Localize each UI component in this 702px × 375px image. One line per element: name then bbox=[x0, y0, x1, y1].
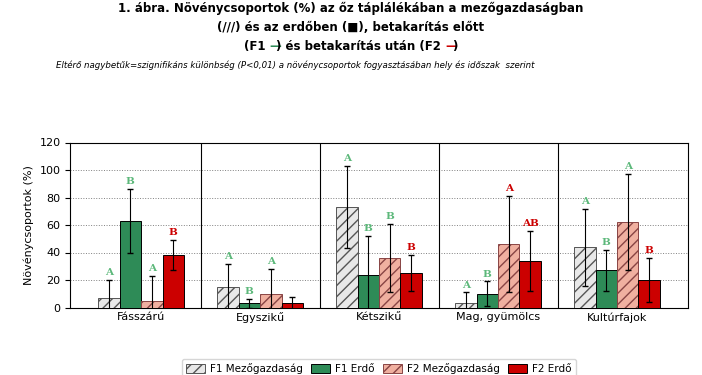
Text: A: A bbox=[581, 197, 589, 206]
Bar bbox=[141, 301, 163, 307]
Bar bbox=[379, 258, 401, 308]
Bar bbox=[638, 280, 660, 308]
Bar bbox=[401, 273, 422, 308]
Bar bbox=[477, 294, 498, 308]
Y-axis label: Növénycsoportok (%): Növénycsoportok (%) bbox=[23, 165, 34, 285]
Bar bbox=[282, 303, 303, 307]
Text: —: — bbox=[445, 40, 457, 53]
Bar bbox=[595, 270, 617, 308]
Bar bbox=[260, 294, 282, 308]
Bar bbox=[217, 287, 239, 308]
Text: 1. ábra. Növénycsoportok (%) az őz táplálékában a mezőgazdaságban: 1. ábra. Növénycsoportok (%) az őz táplá… bbox=[119, 2, 583, 15]
Text: A: A bbox=[224, 252, 232, 261]
Text: B: B bbox=[406, 243, 416, 252]
Text: ): ) bbox=[451, 40, 457, 53]
Text: (F1 —) és betakarítás után (F2 —): (F1 —) és betakarítás után (F2 —) bbox=[239, 40, 463, 53]
Bar bbox=[239, 303, 260, 307]
Bar bbox=[163, 255, 184, 308]
Text: B: B bbox=[385, 212, 395, 221]
Text: (F1: (F1 bbox=[244, 40, 270, 53]
Bar bbox=[519, 261, 541, 308]
Text: B: B bbox=[168, 228, 178, 237]
Bar bbox=[98, 298, 120, 307]
Text: B: B bbox=[364, 224, 373, 233]
Text: ) és betakarítás után (F2: ) és betakarítás után (F2 bbox=[277, 40, 445, 53]
Text: B: B bbox=[644, 246, 654, 255]
Text: B: B bbox=[483, 270, 492, 279]
Text: B: B bbox=[602, 238, 611, 247]
Bar bbox=[498, 244, 519, 308]
Bar bbox=[120, 221, 141, 308]
Text: A: A bbox=[624, 162, 632, 171]
Text: A: A bbox=[148, 264, 156, 273]
Text: AB: AB bbox=[522, 219, 538, 228]
Text: —: — bbox=[270, 40, 282, 53]
Bar bbox=[455, 303, 477, 307]
Text: B: B bbox=[245, 288, 254, 297]
Text: A: A bbox=[267, 257, 274, 266]
Text: A: A bbox=[343, 154, 351, 163]
Bar bbox=[336, 207, 357, 308]
Bar bbox=[617, 222, 638, 308]
Text: B: B bbox=[126, 177, 135, 186]
Text: A: A bbox=[105, 268, 113, 277]
Text: Eltérő nagybetűk=szignifikáns különbség (P<0,01) a növénycsoportok fogyasztásába: Eltérő nagybetűk=szignifikáns különbség … bbox=[56, 61, 535, 70]
Text: A: A bbox=[505, 184, 512, 194]
Text: A: A bbox=[462, 280, 470, 290]
Text: (///) és az erdőben (■), betakarítás előtt: (///) és az erdőben (■), betakarítás elő… bbox=[218, 21, 484, 34]
Bar bbox=[574, 247, 595, 308]
Legend: F1 Mezőgazdaság, F1 Erdő, F2 Mezőgazdaság, F2 Erdő: F1 Mezőgazdaság, F1 Erdő, F2 Mezőgazdasá… bbox=[182, 359, 576, 375]
Bar bbox=[357, 274, 379, 308]
